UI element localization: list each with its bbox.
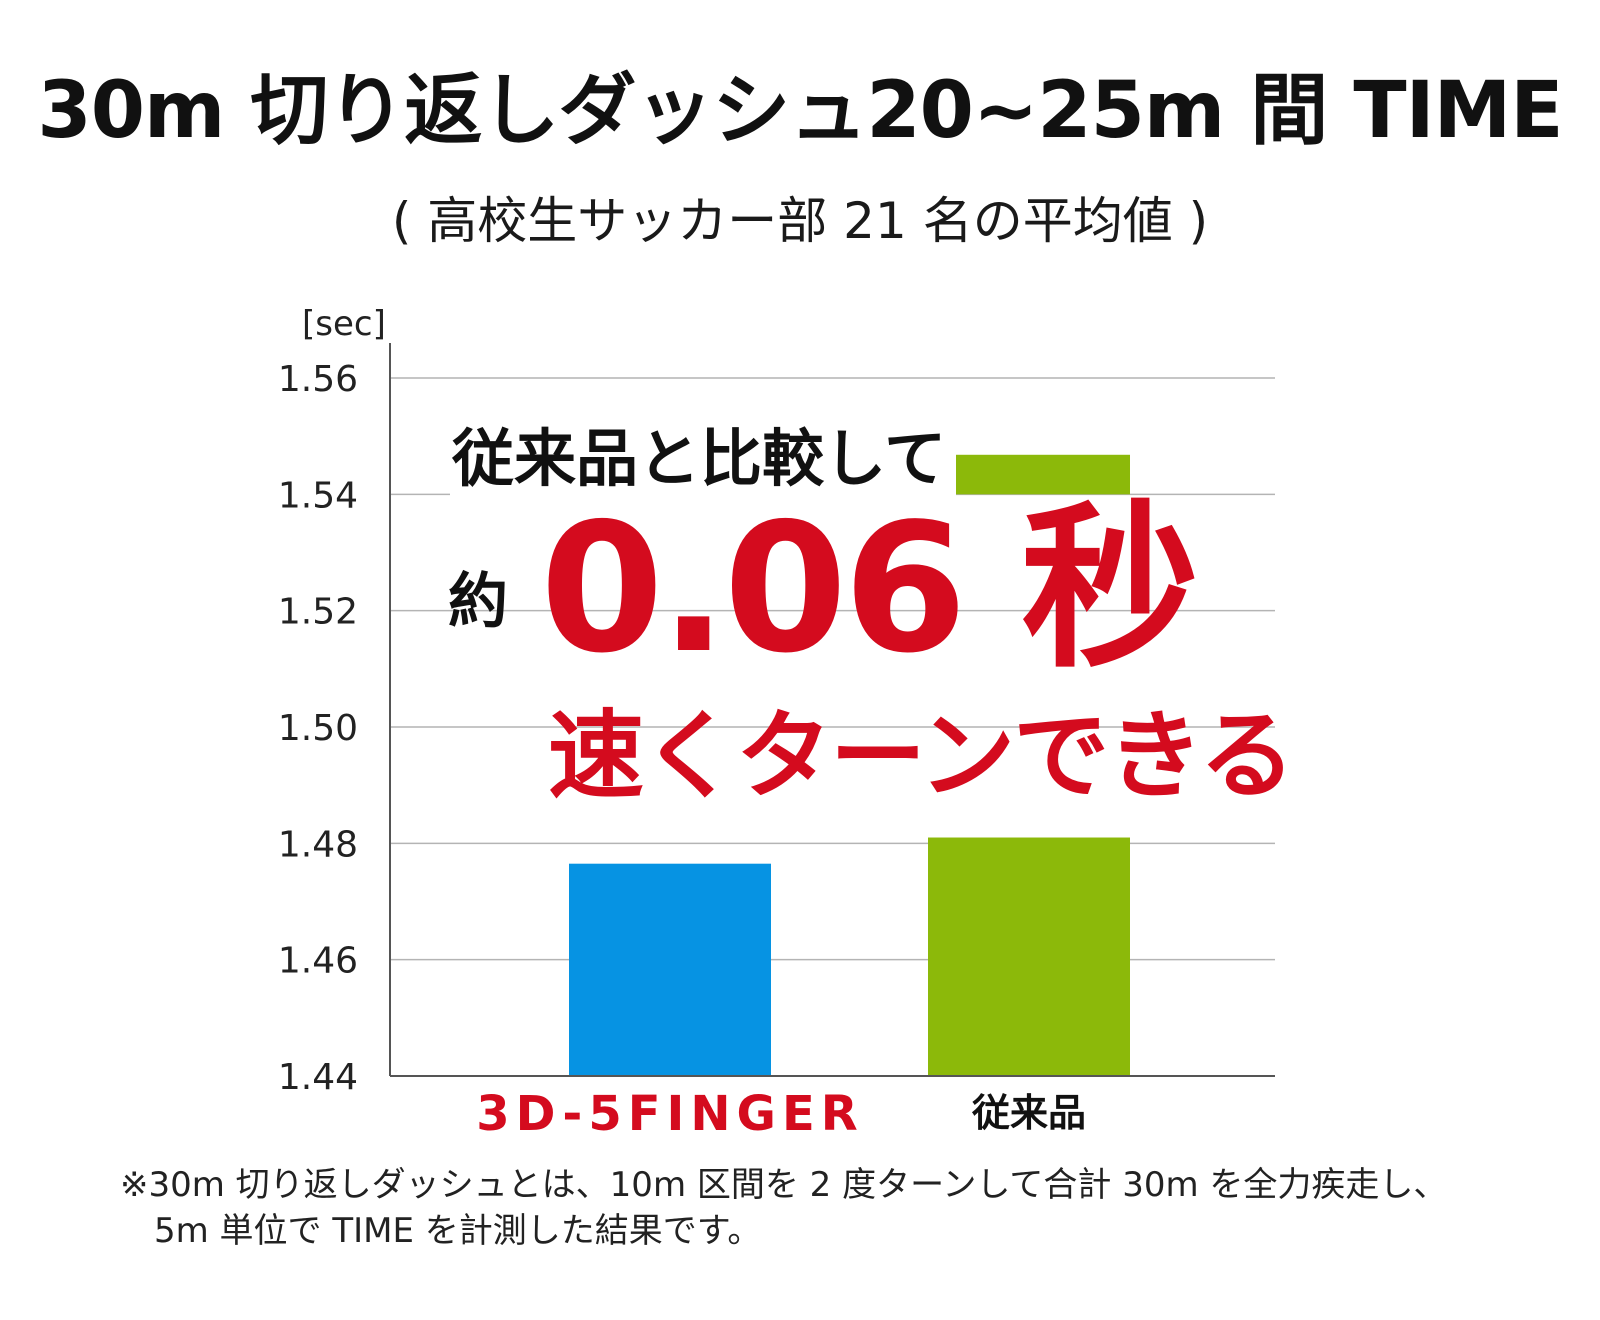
y-tick-label: 1.46 xyxy=(278,941,358,982)
annotation-compare-text: 従来品と比較して xyxy=(450,422,957,500)
category-label-conventional: 従来品 xyxy=(971,1091,1086,1135)
y-tick-label: 1.54 xyxy=(278,475,358,516)
footnote-line-2: 5m 単位で TIME を計測した結果です。 xyxy=(154,1211,762,1251)
chart-subtitle: ( 高校生サッカー部 21 名の平均値 ) xyxy=(391,192,1209,250)
footnote: ※30m 切り返しダッシュとは、10m 区間を 2 度ターンして合計 30m を… xyxy=(120,1162,1560,1254)
bars xyxy=(569,454,1130,1076)
y-tick-label: 1.50 xyxy=(278,708,358,749)
bar-conventional xyxy=(928,837,1130,1076)
annotation-approx-text: 約 xyxy=(448,567,508,637)
y-tick-label: 1.44 xyxy=(278,1057,358,1098)
y-axis-label: [sec] xyxy=(302,304,386,344)
y-tick-labels: 1.56 1.54 1.52 1.50 1.48 1.46 1.44 xyxy=(278,359,358,1098)
chart-title: 30m 切り返しダッシュ20~25m 間 TIME xyxy=(37,66,1563,156)
axes xyxy=(389,343,1275,1077)
category-label-3d-5finger: 3D-5FINGER xyxy=(476,1086,863,1142)
y-tick-label: 1.56 xyxy=(278,359,358,400)
annotation-time-difference: 0.06 秒 xyxy=(540,485,1199,692)
annotation-faster-turn: 速くターンできる xyxy=(548,700,1295,812)
bar-3d-5finger xyxy=(569,863,771,1076)
y-tick-label: 1.52 xyxy=(278,592,358,633)
footnote-line-1: ※30m 切り返しダッシュとは、10m 区間を 2 度ターンして合計 30m を… xyxy=(120,1165,1448,1205)
y-tick-label: 1.48 xyxy=(278,824,358,865)
bar-conventional-top-segment xyxy=(928,454,1130,495)
